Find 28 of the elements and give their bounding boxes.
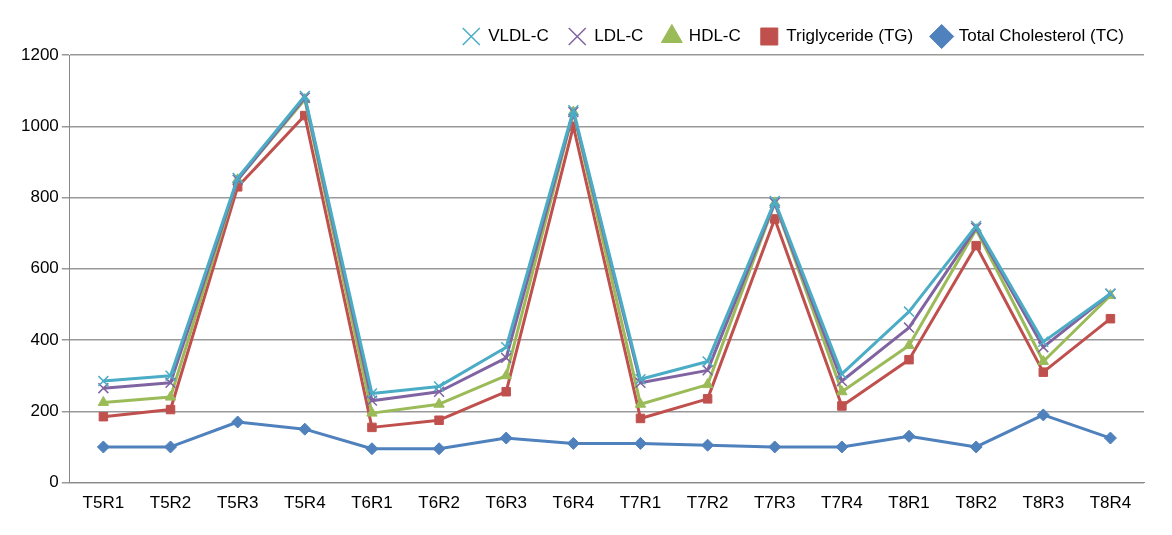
legend-label: Triglyceride (TG) [786, 26, 914, 46]
x-tick-label: T6R2 [418, 493, 460, 513]
x-tick-label: T7R1 [619, 493, 662, 513]
x-tick-label: T8R2 [955, 493, 997, 513]
x-tick-label: T8R3 [1022, 493, 1065, 513]
x-tick-label: T8R4 [1089, 493, 1132, 513]
y-tick-label: 1200 [20, 44, 59, 64]
y-tick-label: 800 [30, 187, 59, 207]
x-tick-label: T5R3 [216, 493, 259, 513]
x-tick-label: T5R2 [149, 493, 192, 513]
legend-label: HDL-C [688, 26, 741, 46]
y-tick-label: 600 [30, 258, 59, 278]
x-tick-label: T7R3 [753, 493, 796, 513]
y-tick-label: 0 [49, 472, 59, 492]
legend-label: LDL-C [594, 26, 644, 46]
x-tick-label: T5R1 [82, 493, 125, 513]
y-tick-label: 200 [30, 401, 59, 421]
legend-label: VLDL-C [488, 26, 549, 46]
x-tick-label: T6R1 [351, 493, 393, 513]
x-tick-label: T8R1 [888, 493, 930, 513]
x-tick-label: T7R4 [821, 493, 863, 513]
x-tick-label: T6R3 [485, 493, 527, 513]
y-tick-label: 1000 [20, 115, 59, 135]
y-tick-label: 400 [30, 329, 59, 349]
legend-label: Total Cholesterol (TC) [958, 26, 1124, 46]
x-tick-label: T5R4 [284, 493, 326, 513]
x-tick-label: T6R4 [552, 493, 595, 513]
x-tick-label: T7R2 [686, 493, 729, 513]
